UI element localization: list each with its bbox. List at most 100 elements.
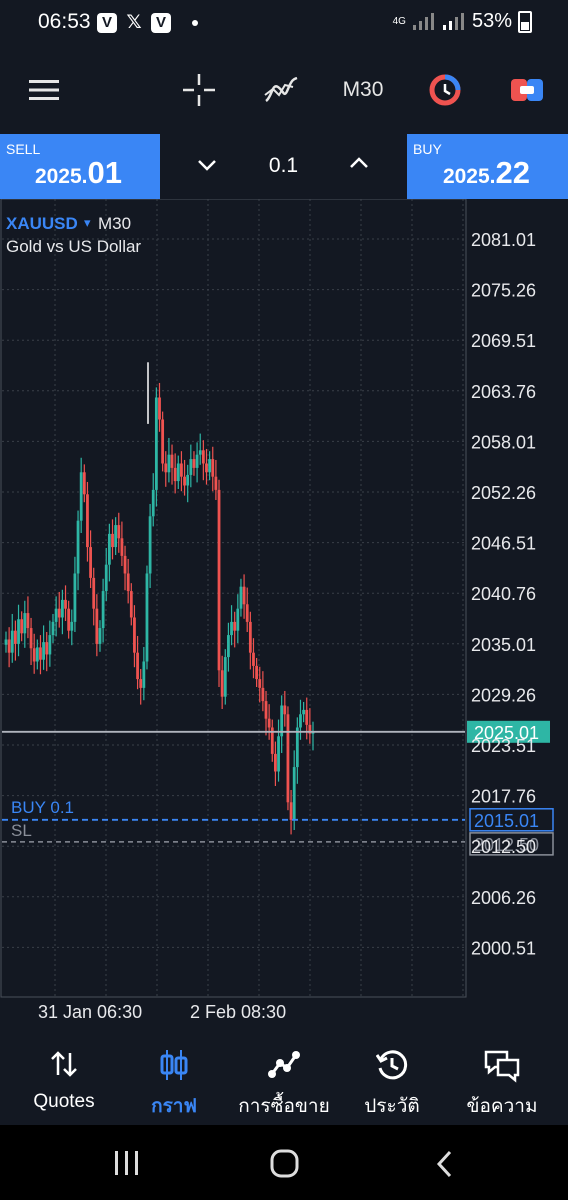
nav-chart[interactable]: กราฟ xyxy=(124,1039,224,1125)
y-tick-label: 2081.01 xyxy=(471,230,536,250)
candle-body xyxy=(208,459,212,473)
candle-body xyxy=(211,459,215,477)
candle-body xyxy=(60,599,64,618)
crosshair-icon xyxy=(183,74,215,106)
price-chart[interactable]: 2025.01 BUY 0.1 2015.01 SL 2012.50 2081.01 20… xyxy=(0,198,568,1039)
back-icon[interactable] xyxy=(434,1149,456,1179)
y-tick-label: 2046.51 xyxy=(471,534,536,554)
recent-apps-icon[interactable] xyxy=(112,1149,142,1177)
timeframe-button[interactable]: M30 xyxy=(334,46,392,134)
sell-price: 2025.01 xyxy=(35,155,122,191)
candle-body xyxy=(176,463,180,482)
candle-body xyxy=(270,727,274,754)
nav-quotes-label: Quotes xyxy=(33,1091,95,1112)
candle-body xyxy=(283,705,287,715)
more-notifications-dot-icon xyxy=(192,19,198,26)
home-icon[interactable] xyxy=(269,1149,301,1179)
candle-body xyxy=(89,547,92,578)
bid-price-label: 2025.01 xyxy=(474,723,539,743)
battery-percent: 53% xyxy=(471,10,512,32)
candle-body xyxy=(201,450,205,464)
y-tick-label: 2052.26 xyxy=(471,483,536,503)
chevron-up-icon xyxy=(350,157,368,168)
decrease-lot-button[interactable] xyxy=(196,152,218,181)
crosshair-button[interactable] xyxy=(176,46,222,134)
battery-icon xyxy=(518,10,532,33)
sell-label: SELL xyxy=(6,141,41,157)
candle-body xyxy=(107,533,111,565)
candle-body xyxy=(217,489,221,671)
buy-price-pips: 22 xyxy=(495,155,530,190)
messages-icon xyxy=(484,1050,520,1083)
candle-body xyxy=(104,564,108,592)
candle-body xyxy=(95,608,99,644)
candle-body xyxy=(220,670,224,697)
candle-body xyxy=(286,714,290,803)
candle-body xyxy=(35,647,39,662)
candle-body xyxy=(292,767,296,820)
chart-timeframe: M30 xyxy=(98,214,131,233)
y-tick-label: 2029.26 xyxy=(471,685,536,705)
nav-history-label: ประวัติ xyxy=(364,1096,420,1117)
trade-icon xyxy=(268,1051,300,1078)
candle-body xyxy=(289,802,293,820)
candle-body xyxy=(299,714,302,728)
candle-body xyxy=(51,621,55,636)
candle-body xyxy=(79,472,83,521)
candle-body xyxy=(236,608,240,631)
candle-body xyxy=(161,419,165,464)
increase-lot-button[interactable] xyxy=(348,152,370,181)
candle-body xyxy=(10,630,14,653)
candle-body xyxy=(274,753,277,772)
candlestick-chart[interactable]: 2025.01 BUY 0.1 2015.01 SL 2012.50 2081.01 20… xyxy=(0,198,568,1039)
quotes-icon xyxy=(51,1051,77,1077)
x-app-icon: 𝕏 xyxy=(126,12,142,33)
bottom-navigation: Quotes กราฟ การซื้อขาย ประวัติ xyxy=(0,1039,568,1125)
menu-button[interactable] xyxy=(20,46,68,134)
y-tick-label: 2035.01 xyxy=(471,635,536,655)
candle-body xyxy=(111,533,114,548)
one-click-trading-button[interactable] xyxy=(422,46,468,134)
candle-body xyxy=(98,628,102,644)
one-click-trading-icon xyxy=(429,74,461,106)
y-tick-label: 2040.76 xyxy=(471,584,536,604)
nav-messages[interactable]: ข้อความ xyxy=(452,1039,552,1125)
candle-body xyxy=(261,687,265,702)
candle-body xyxy=(86,494,89,548)
y-tick-label: 2012.50 xyxy=(471,837,536,857)
candle-body xyxy=(214,476,218,490)
buy-button[interactable]: BUY 2025.22 xyxy=(407,134,568,199)
stop-loss-label: SL xyxy=(11,821,32,840)
symbol-name[interactable]: XAUUSD xyxy=(6,214,78,233)
v-app-icon-2: V xyxy=(151,12,171,33)
candle-body xyxy=(230,621,233,636)
menu-icon xyxy=(29,80,59,100)
buy-price-main: 2025. xyxy=(442,165,496,188)
symbol-description: Gold vs US Dollar xyxy=(6,237,141,256)
chart-icon xyxy=(160,1050,188,1080)
candle-body xyxy=(117,525,121,539)
network-type: 4G xyxy=(392,15,406,27)
candle-body xyxy=(264,701,268,719)
candle-body xyxy=(17,619,20,644)
one-click-trade-panel: SELL 2025.01 0.1 BUY 2025.22 xyxy=(0,134,568,199)
indicators-button[interactable] xyxy=(258,46,304,134)
candle-body xyxy=(23,613,27,634)
sell-button[interactable]: SELL 2025.01 xyxy=(0,134,160,199)
nav-history[interactable]: ประวัติ xyxy=(342,1039,442,1125)
nav-quotes[interactable]: Quotes xyxy=(14,1039,114,1125)
candle-body xyxy=(114,525,118,548)
trade-panel-button[interactable] xyxy=(504,46,550,134)
lot-size[interactable]: 0.1 xyxy=(268,154,299,177)
chevron-down-icon xyxy=(198,160,216,171)
candle-body xyxy=(242,586,246,605)
candle-body xyxy=(133,617,136,653)
y-tick-label: 2075.26 xyxy=(471,281,536,301)
y-tick-label: 2069.51 xyxy=(471,331,536,351)
symbol-dropdown-icon[interactable]: ▾ xyxy=(84,216,91,231)
candle-body xyxy=(76,520,80,574)
stop-loss-price-tag xyxy=(469,832,554,856)
candle-body xyxy=(173,467,177,482)
nav-trade[interactable]: การซื้อขาย xyxy=(234,1039,334,1125)
candle-body xyxy=(32,648,36,662)
